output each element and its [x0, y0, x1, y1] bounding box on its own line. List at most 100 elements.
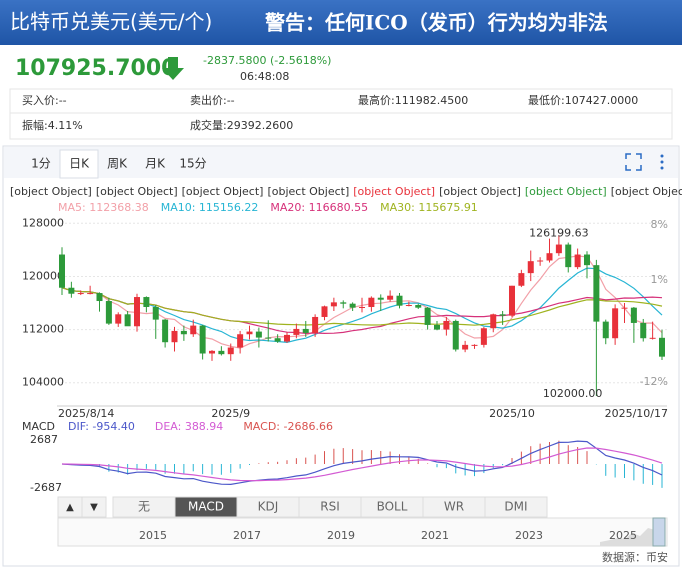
timeline-handle[interactable]	[652, 517, 666, 547]
candle-body	[180, 330, 187, 335]
tab[interactable]: 月K	[145, 157, 166, 171]
macd-legend: DIF: -954.40	[68, 420, 135, 433]
macd-tick-label: -2687	[30, 481, 62, 494]
candle-body	[293, 328, 300, 335]
candle-body	[190, 325, 197, 335]
candle-body	[630, 307, 637, 323]
timeline-bar[interactable]	[57, 517, 668, 547]
indicator-label[interactable]: BOLL	[377, 500, 408, 514]
candle-body	[255, 331, 262, 338]
x-tick-label: 2025/9	[211, 407, 250, 420]
candle-body	[199, 325, 206, 354]
indicator-label[interactable]: WR	[444, 500, 464, 514]
candle-body	[537, 260, 544, 262]
candle-body	[124, 314, 131, 327]
macd-title: MACD	[22, 420, 55, 433]
candle-body	[359, 307, 365, 309]
info-text: [object Object]	[96, 185, 178, 198]
ma-line	[61, 287, 663, 326]
candle-body	[452, 320, 459, 350]
info-text: [object Object]	[267, 185, 349, 198]
candle-body	[237, 334, 244, 348]
candle-body	[518, 273, 525, 286]
candle-body	[471, 344, 478, 346]
indicator-label[interactable]: RSI	[320, 500, 340, 514]
macd-tick-label: 2687	[30, 433, 58, 446]
scroll-right-icon[interactable]: ▼	[90, 502, 98, 513]
timeline-year: 2025	[609, 529, 637, 542]
candle-body	[321, 306, 328, 317]
candle-body	[396, 295, 403, 306]
tab-active[interactable]	[59, 149, 99, 179]
scroll-left-icon[interactable]: ▲	[66, 502, 74, 513]
candle-body	[546, 253, 553, 261]
stat: 卖出价:--	[190, 93, 235, 107]
source: 数据源：币安	[602, 550, 668, 564]
indicator-label[interactable]: KDJ	[258, 500, 279, 514]
candle-body	[77, 293, 84, 295]
candle-body	[340, 302, 347, 304]
candle-body	[480, 328, 487, 345]
change: -2837.5800 (-2.5618%)	[203, 54, 331, 67]
candle-body	[640, 322, 647, 339]
time: 06:48:08	[240, 70, 289, 83]
timeline-year: 2019	[327, 529, 355, 542]
candle-body	[509, 285, 515, 316]
indicator-label[interactable]: MACD	[188, 500, 224, 514]
stat: 买入价:--	[22, 94, 67, 107]
down-arrow	[162, 57, 184, 80]
y2-tick-label: 1%	[651, 273, 668, 286]
scroll-right[interactable]	[81, 496, 107, 518]
stats-row	[9, 88, 673, 114]
candle-body	[349, 303, 356, 308]
candle-body	[555, 244, 562, 254]
timeline-year: 2015	[139, 529, 167, 542]
candle-body	[387, 295, 394, 300]
candle-body	[105, 301, 112, 324]
candle-body	[265, 337, 272, 339]
candle-body	[302, 328, 309, 333]
macd-line	[61, 440, 663, 486]
candle-body	[284, 334, 290, 342]
info-text: [object Object]	[10, 185, 92, 198]
warning: 警告：任何ICO（发币）行为均为非法	[265, 11, 608, 35]
tab[interactable]: 1分	[31, 157, 51, 171]
tab[interactable]: 日K	[69, 157, 90, 171]
tab[interactable]: 周K	[107, 157, 128, 171]
candle-body	[162, 319, 169, 343]
candle-body	[593, 265, 600, 322]
candle-body	[602, 321, 609, 339]
indicator-label[interactable]: DMI	[504, 500, 527, 514]
candle-body	[377, 297, 384, 300]
candle-body	[462, 344, 469, 350]
candle-body	[209, 350, 215, 354]
x-tick-label: 2025/8/14	[58, 407, 114, 420]
y-tick-label: 104000	[22, 376, 64, 389]
candle-body	[499, 314, 506, 316]
candle-body	[59, 254, 65, 288]
tab[interactable]: 15分	[179, 157, 206, 171]
candle-body	[227, 347, 234, 355]
candle-body	[171, 330, 178, 343]
candle-body	[143, 297, 150, 308]
candle-body	[368, 297, 375, 308]
candle-body	[443, 320, 450, 330]
y2-tick-label: 8%	[651, 218, 668, 231]
info-text: [object Object]	[525, 185, 607, 198]
indicator-tab[interactable]	[484, 496, 548, 518]
candle-body	[96, 293, 103, 302]
indicator-label[interactable]: 无	[138, 500, 150, 514]
tab-bar	[4, 147, 678, 178]
ma-line	[61, 267, 663, 344]
y-tick-label: 112000	[22, 323, 64, 336]
candle-body	[565, 244, 572, 268]
info-text: [object Object]	[182, 185, 264, 198]
settings-icon[interactable]	[660, 154, 664, 170]
candle-body	[424, 307, 431, 325]
fullscreen-icon[interactable]	[625, 153, 642, 171]
stat: 最高价:111982.4500	[358, 93, 468, 107]
candle-body	[274, 338, 281, 342]
low-annotation: 102000.00	[543, 387, 603, 400]
y-tick-label: 128000	[22, 216, 64, 229]
